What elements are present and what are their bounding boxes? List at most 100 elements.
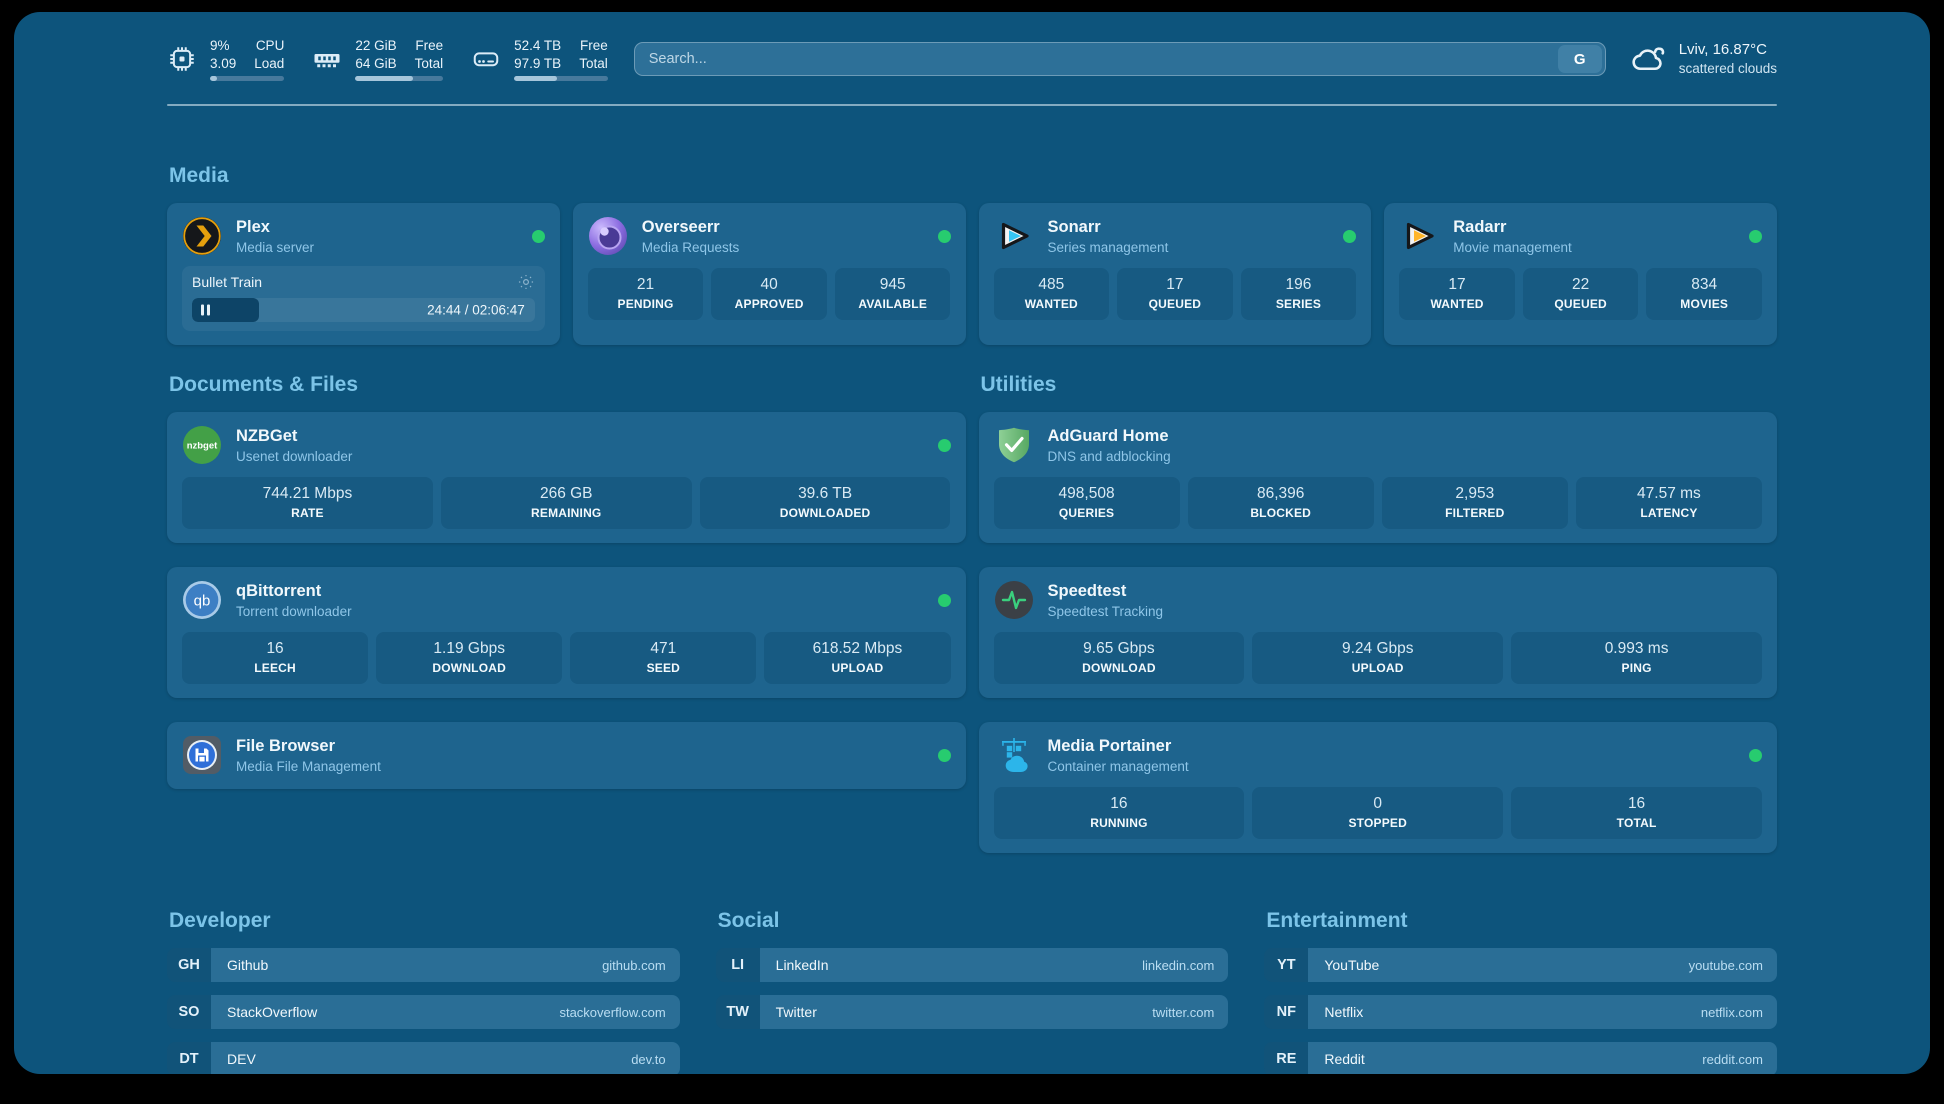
bookmark-name: LinkedIn xyxy=(775,957,829,973)
bookmark-name: YouTube xyxy=(1324,957,1380,973)
stat-value: 97.9 TB xyxy=(514,55,562,71)
media-grid: Plex Media server Bullet Train 24:44 / 02:0… xyxy=(167,203,1777,345)
bookmark-abbr-badge: NF xyxy=(1264,995,1309,1029)
stat-tile-available: 945 AVAILABLE xyxy=(834,268,951,320)
stat-tile-upload: 9.24 Gbps UPLOAD xyxy=(1252,632,1504,684)
app-name: NZBGet xyxy=(236,426,298,445)
stat-tile-value: 0.993 ms xyxy=(1604,640,1669,657)
settings-gear-icon[interactable] xyxy=(517,273,535,291)
stat-tile-label: MOVIES xyxy=(1680,297,1729,311)
bookmark-dev[interactable]: DT DEV dev.to xyxy=(167,1042,680,1074)
cloud-icon xyxy=(1630,41,1666,77)
stat-tile-label: DOWNLOAD xyxy=(432,661,506,675)
app-name: Overseerr xyxy=(641,217,720,236)
stat-tile-label: BLOCKED xyxy=(1250,506,1312,520)
bookmark-abbr-badge: TW xyxy=(715,995,760,1029)
stat-tile-download: 1.19 Gbps DOWNLOAD xyxy=(376,632,563,684)
app-card-radarr[interactable]: Radarr Movie management 17 WANTED 22 QUEUED 83… xyxy=(1384,203,1777,345)
bookmark-abbr-badge: GH xyxy=(167,948,211,982)
app-card-plex[interactable]: Plex Media server Bullet Train 24:44 / 02:0… xyxy=(167,203,560,345)
stat-tile-label: UPLOAD xyxy=(1351,661,1404,675)
portainer-icon xyxy=(994,735,1034,775)
stat-tile-queued: 22 QUEUED xyxy=(1522,268,1639,320)
stat-tile-value: 17 xyxy=(1448,276,1466,293)
app-card-qbittorrent[interactable]: qb qBittorrent Torrent downloader 16 LEECH 1.… xyxy=(167,567,966,698)
bookmark-group-developer: Developer GH Github github.com SO StackOverfl… xyxy=(167,909,680,1074)
bookmark-url: stackoverflow.com xyxy=(559,1004,666,1020)
stat-labels: Free Total xyxy=(415,37,444,73)
stat-label: Load xyxy=(254,55,285,71)
stat-tile-queued: 17 QUEUED xyxy=(1117,268,1233,320)
stat-tile-label: FILTERED xyxy=(1445,506,1505,520)
app-subtitle: Torrent downloader xyxy=(236,603,352,619)
header-divider xyxy=(167,104,1777,106)
stat-tile-series: 196 SERIES xyxy=(1240,268,1357,320)
bookmark-name: Github xyxy=(227,957,269,973)
app-card-file-browser[interactable]: File Browser Media File Management xyxy=(167,722,966,789)
app-name: Media Portainer xyxy=(1047,736,1172,755)
stat-tile-value: 266 GB xyxy=(539,485,593,502)
playback-progress-bar[interactable]: 24:44 / 02:06:47 xyxy=(192,298,535,322)
app-card-media-portainer[interactable]: Media Portainer Container management 16 RUN… xyxy=(978,722,1777,853)
stat-value: 9% xyxy=(210,37,230,53)
bookmark-twitter[interactable]: TW Twitter twitter.com xyxy=(715,995,1229,1029)
search-input[interactable] xyxy=(634,51,1555,67)
stat-tile-movies: 834 MOVIES xyxy=(1646,268,1762,320)
pause-button[interactable] xyxy=(201,304,210,316)
filebrowser-icon xyxy=(182,735,222,775)
stat-tile-pending: 21 PENDING xyxy=(587,268,704,320)
stat-tile-value: 196 xyxy=(1285,276,1312,293)
app-card-adguard-home[interactable]: AdGuard Home DNS and adblocking 498,508 QUE… xyxy=(978,412,1777,543)
stat-tile-label: APPROVED xyxy=(734,297,804,311)
bookmark-name: DEV xyxy=(227,1051,256,1067)
stat-tile-latency: 47.57 ms LATENCY xyxy=(1575,477,1762,529)
stat-tile-value: 40 xyxy=(760,276,778,293)
bookmark-linkedin[interactable]: LI LinkedIn linkedin.com xyxy=(715,948,1229,982)
bookmark-url: github.com xyxy=(602,957,666,973)
app-card-overseerr[interactable]: Overseerr Media Requests 21 PENDING 40 APPROV… xyxy=(572,203,966,345)
stat-tile-approved: 40 APPROVED xyxy=(711,268,827,320)
section-title-developer: Developer xyxy=(169,909,271,932)
stat-tile-label: QUEUED xyxy=(1148,297,1202,311)
stat-tile-upload: 618.52 Mbps UPLOAD xyxy=(764,632,951,684)
stat-tile-ping: 0.993 ms PING xyxy=(1511,632,1762,684)
stat-tile-value: 618.52 Mbps xyxy=(812,640,903,657)
memory-usage-fill xyxy=(355,76,414,82)
search-engine-button[interactable]: G xyxy=(1557,45,1602,73)
cpu-usage-bar xyxy=(210,76,285,82)
stat-tile-blocked: 86,396 BLOCKED xyxy=(1187,477,1374,529)
app-subtitle: Media File Management xyxy=(236,758,381,774)
playback-time: 24:44 / 02:06:47 xyxy=(427,302,525,318)
plex-icon xyxy=(182,216,222,256)
app-card-nzbget[interactable]: nzbget NZBGet Usenet downloader 744.21 Mbps… xyxy=(167,412,966,543)
bookmark-reddit[interactable]: RE Reddit reddit.com xyxy=(1264,1042,1777,1074)
bookmark-github[interactable]: GH Github github.com xyxy=(167,948,680,982)
now-playing-panel: Bullet Train 24:44 / 02:06:47 xyxy=(182,266,545,331)
app-card-sonarr[interactable]: Sonarr Series management 485 WANTED 17 QUEUED… xyxy=(978,203,1372,345)
stat-tile-value: 0 xyxy=(1373,795,1383,812)
bookmark-name: StackOverflow xyxy=(227,1004,318,1020)
stat-tile-value: 498,508 xyxy=(1058,485,1115,502)
system-stat-disk: 52.4 TB 97.9 TB Free Total xyxy=(471,37,608,82)
stat-tile-label: QUERIES xyxy=(1058,506,1115,520)
bookmark-stackoverflow[interactable]: SO StackOverflow stackoverflow.com xyxy=(167,995,680,1029)
bookmark-abbr-badge: YT xyxy=(1264,948,1309,982)
bookmarks-area: Developer GH Github github.com SO StackOverfl… xyxy=(167,909,1777,1074)
cpu-stat-body: 9% 3.09 CPU Load xyxy=(210,37,285,82)
stat-tile-value: 945 xyxy=(879,276,906,293)
stat-tile-label: STOPPED xyxy=(1348,816,1407,830)
app-name: Sonarr xyxy=(1047,217,1101,236)
speedtest-icon xyxy=(994,580,1034,620)
section-title-entertainment: Entertainment xyxy=(1266,909,1408,932)
app-card-speedtest[interactable]: Speedtest Speedtest Tracking 9.65 Gbps DOWN… xyxy=(978,567,1777,698)
bookmark-netflix[interactable]: NF Netflix netflix.com xyxy=(1264,995,1777,1029)
bookmark-youtube[interactable]: YT YouTube youtube.com xyxy=(1264,948,1777,982)
system-stats: 9% 3.09 CPU Load 22 GiB 64 GiB Free Total 52.4 T… xyxy=(167,37,608,82)
top-bar: 9% 3.09 CPU Load 22 GiB 64 GiB Free Total 52.4 T… xyxy=(167,35,1777,83)
app-subtitle: Series management xyxy=(1047,239,1169,255)
app-subtitle: DNS and adblocking xyxy=(1047,448,1171,464)
stat-tile-downloaded: 39.6 TB DOWNLOADED xyxy=(699,477,951,529)
app-subtitle: Speedtest Tracking xyxy=(1047,603,1164,619)
utilities-column: AdGuard Home DNS and adblocking 498,508 QUE… xyxy=(978,412,1777,853)
status-dot-online xyxy=(937,229,951,243)
